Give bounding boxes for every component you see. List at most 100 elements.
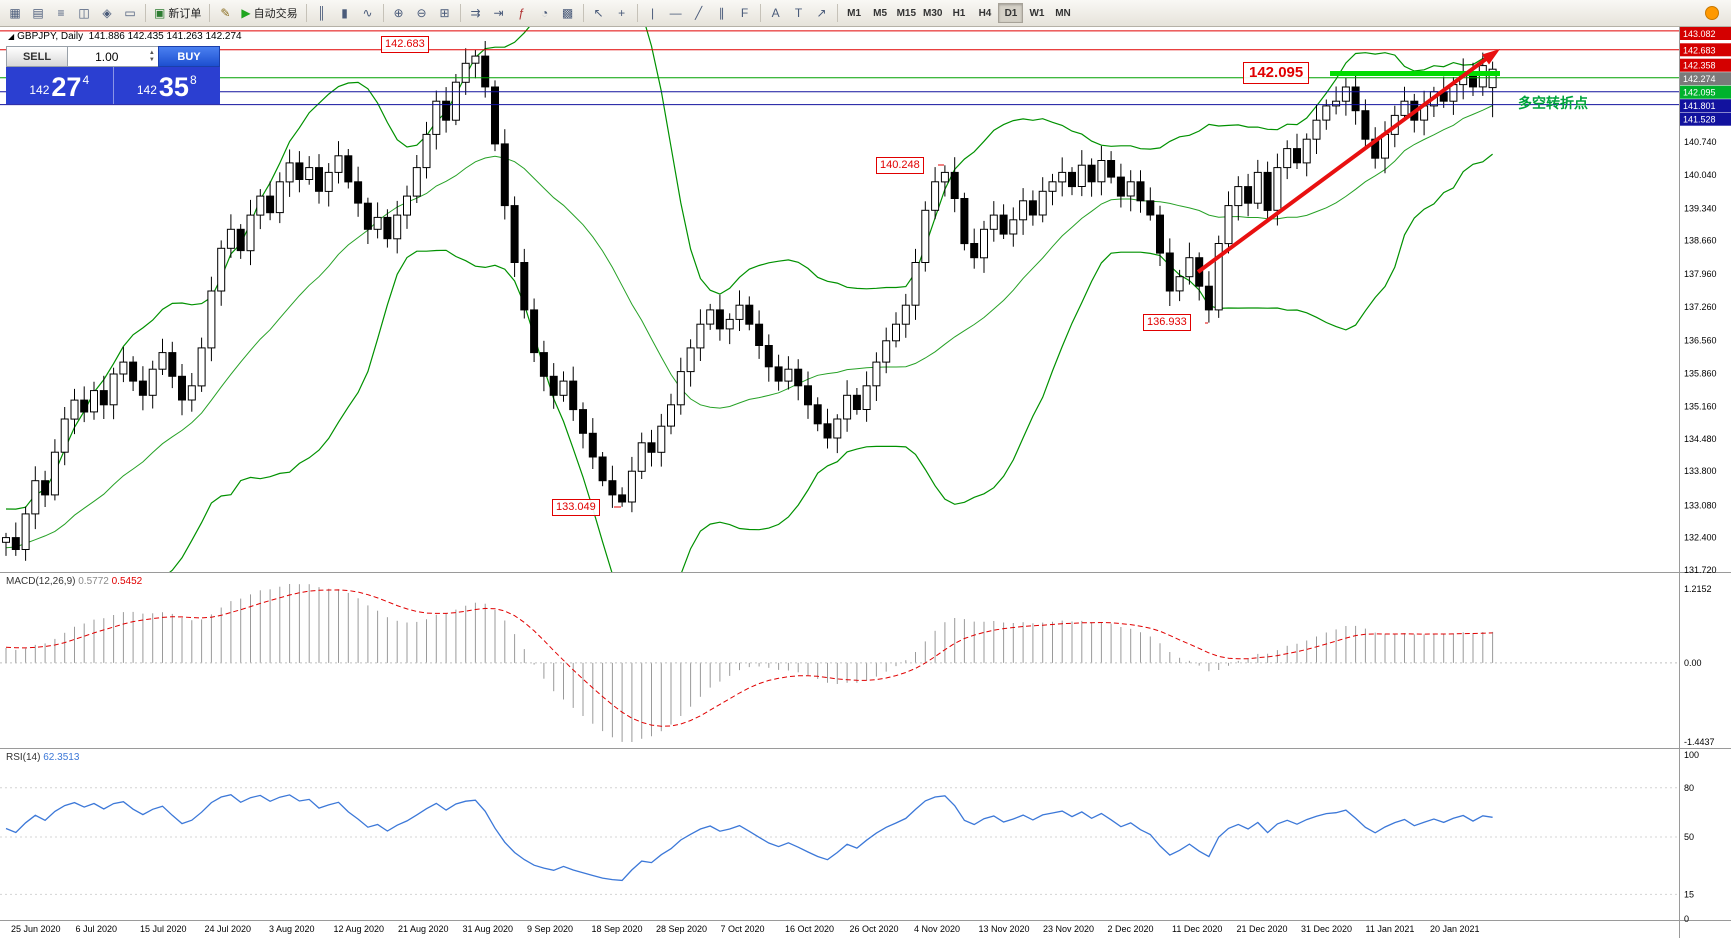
- svg-text:12 Aug 2020: 12 Aug 2020: [334, 924, 385, 934]
- timeframe-m1-button[interactable]: M1: [842, 3, 867, 23]
- data-window-icon[interactable]: ◫: [73, 2, 95, 24]
- market-watch-icon[interactable]: ≡: [50, 2, 72, 24]
- price-label-133049[interactable]: 133.049: [552, 499, 600, 516]
- profiles-icon[interactable]: ▤: [27, 2, 49, 24]
- timeframe-w1-button[interactable]: W1: [1024, 3, 1049, 23]
- arrows-icon[interactable]: ↗: [811, 2, 833, 24]
- chart-ohlc-title: ◢ GBPJPY, Daily 141.886 142.435 141.263 1…: [8, 31, 242, 42]
- timeframe-h4-button[interactable]: H4: [972, 3, 997, 23]
- navigator-icon: ◈: [102, 6, 112, 20]
- trend-arrow-head: [1482, 49, 1500, 65]
- price-label-140248[interactable]: 140.248: [876, 157, 924, 174]
- ask-price-display[interactable]: 142 35 8: [113, 67, 220, 104]
- svg-text:142.095: 142.095: [1683, 88, 1716, 98]
- autotrading-button[interactable]: ▶ 自动交易: [237, 2, 301, 24]
- metaeditor-icon[interactable]: ✎: [214, 2, 236, 24]
- templates-icon[interactable]: ▩: [557, 2, 579, 24]
- chart-shift-icon: ⇥: [493, 6, 504, 20]
- svg-text:16 Oct 2020: 16 Oct 2020: [785, 924, 834, 934]
- price-label-142095[interactable]: 142.095: [1243, 62, 1310, 84]
- label-icon[interactable]: T: [788, 2, 810, 24]
- support-zone-bar[interactable]: [1330, 71, 1500, 76]
- zoom-out-icon[interactable]: ⊖: [411, 2, 433, 24]
- periods-icon[interactable]: ◔: [534, 2, 556, 24]
- indicators-icon[interactable]: ƒ: [511, 2, 533, 24]
- toolbar-separator: [836, 4, 838, 22]
- bid-price-display[interactable]: 142 27 4: [6, 67, 114, 104]
- terminal-icon: ▭: [124, 6, 136, 20]
- svg-text:9 Sep 2020: 9 Sep 2020: [527, 924, 573, 934]
- svg-text:0.00: 0.00: [1684, 658, 1702, 668]
- fibonacci-icon[interactable]: F: [734, 2, 756, 24]
- buy-button[interactable]: BUY: [158, 46, 220, 67]
- trend-arrow-line[interactable]: [1196, 57, 1488, 274]
- main-price-panel[interactable]: [2, 0, 1497, 632]
- chart-background[interactable]: [0, 27, 1731, 938]
- channel-icon[interactable]: ∥: [711, 2, 733, 24]
- svg-text:137.260: 137.260: [1684, 302, 1717, 312]
- tile-windows-icon[interactable]: ⊞: [434, 2, 456, 24]
- svg-text:11 Jan 2021: 11 Jan 2021: [1366, 924, 1415, 934]
- price-label-136933[interactable]: 136.933: [1143, 314, 1191, 331]
- tile-windows-icon: ⊞: [439, 6, 450, 20]
- svg-text:131.720: 131.720: [1684, 565, 1717, 575]
- horizontal-line-icon: —: [669, 6, 682, 20]
- rsi-indicator-label: RSI(14) 62.3513: [6, 752, 79, 763]
- line-chart-icon[interactable]: ∿: [357, 2, 379, 24]
- svg-text:143.082: 143.082: [1683, 29, 1716, 39]
- chart-shift-icon[interactable]: ⇥: [488, 2, 510, 24]
- svg-text:135.860: 135.860: [1684, 369, 1717, 379]
- bid-prefix: 142: [29, 83, 50, 97]
- crosshair-icon[interactable]: +: [611, 2, 633, 24]
- svg-text:138.660: 138.660: [1684, 236, 1717, 246]
- timeframe-m15-button[interactable]: M15: [894, 3, 919, 23]
- svg-text:4 Nov 2020: 4 Nov 2020: [914, 924, 960, 934]
- vertical-line-icon: |: [651, 6, 655, 20]
- turning-point-note[interactable]: 多空转折点: [1518, 95, 1588, 111]
- bar-chart-icon[interactable]: ║: [311, 2, 333, 24]
- cursor-icon[interactable]: ↖: [588, 2, 610, 24]
- horizontal-line-icon[interactable]: —: [665, 2, 687, 24]
- auto-scroll-icon[interactable]: ⇉: [465, 2, 487, 24]
- toolbar-separator: [459, 4, 461, 22]
- bar-chart-icon: ║: [317, 6, 326, 20]
- indicators-icon: ƒ: [518, 6, 525, 20]
- svg-text:139.340: 139.340: [1684, 203, 1717, 213]
- price-axis-tag: [1680, 112, 1731, 126]
- svg-text:31 Aug 2020: 31 Aug 2020: [463, 924, 514, 934]
- volume-up-icon[interactable]: ▲: [148, 49, 155, 56]
- toolbar-separator: [582, 4, 584, 22]
- notification-icon[interactable]: [1705, 6, 1719, 20]
- text-icon[interactable]: A: [765, 2, 787, 24]
- volume-down-icon[interactable]: ▼: [148, 56, 155, 63]
- macd-histogram: [5, 584, 1494, 742]
- navigator-icon[interactable]: ◈: [96, 2, 118, 24]
- timeframe-h1-button[interactable]: H1: [946, 3, 971, 23]
- svg-text:23 Nov 2020: 23 Nov 2020: [1043, 924, 1094, 934]
- vertical-line-icon[interactable]: |: [642, 2, 664, 24]
- candlestick-chart-icon: ▮: [341, 6, 348, 20]
- zoom-in-icon[interactable]: ⊕: [388, 2, 410, 24]
- timeframe-mn-button[interactable]: MN: [1050, 3, 1075, 23]
- volume-input[interactable]: [68, 48, 146, 65]
- trendline-icon[interactable]: ╱: [688, 2, 710, 24]
- svg-text:11 Dec 2020: 11 Dec 2020: [1172, 924, 1222, 934]
- svg-text:133.800: 133.800: [1684, 466, 1717, 476]
- candlestick-chart-icon[interactable]: ▮: [334, 2, 356, 24]
- terminal-icon[interactable]: ▭: [119, 2, 141, 24]
- price-label-142683[interactable]: 142.683: [381, 36, 429, 53]
- svg-text:2 Dec 2020: 2 Dec 2020: [1108, 924, 1154, 934]
- timeframe-m30-button[interactable]: M30: [920, 3, 945, 23]
- svg-text:13 Nov 2020: 13 Nov 2020: [979, 924, 1030, 934]
- timeframe-d1-button[interactable]: D1: [998, 3, 1024, 23]
- sell-button[interactable]: SELL: [6, 46, 68, 67]
- timeframe-m5-button[interactable]: M5: [868, 3, 893, 23]
- svg-text:142.274: 142.274: [1683, 74, 1716, 84]
- new-order-button[interactable]: ▣ 新订单: [150, 2, 205, 24]
- svg-text:142.683: 142.683: [1683, 45, 1716, 55]
- new-chart-icon[interactable]: ▦: [4, 2, 26, 24]
- market-watch-icon: ≡: [57, 6, 65, 20]
- svg-text:3 Aug 2020: 3 Aug 2020: [269, 924, 315, 934]
- svg-text:136.560: 136.560: [1684, 335, 1717, 345]
